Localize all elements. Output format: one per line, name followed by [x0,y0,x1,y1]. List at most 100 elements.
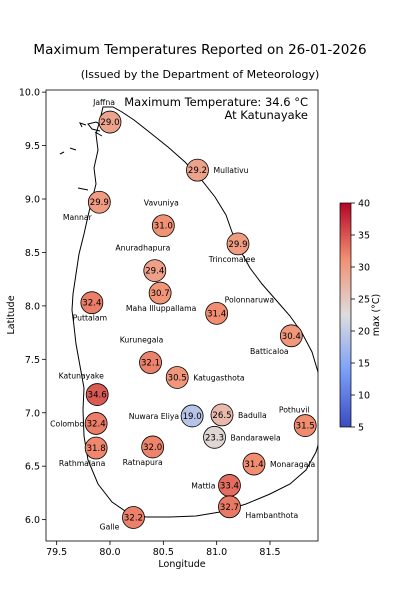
station-value: 29.0 [100,118,119,128]
x-tick-label: 79.5 [46,547,67,558]
y-tick-label: 7.5 [25,355,40,366]
station-value: 23.3 [205,433,224,443]
station-name: Mannar [63,213,93,222]
station-name: Kurunegala [120,336,164,345]
max-temp-annotation: Maximum Temperature: 34.6 °C [124,95,308,109]
station-value: 32.2 [124,513,143,523]
station-name: Colombo [50,419,84,428]
station-marker [80,291,104,315]
station-value: 31.4 [244,460,263,470]
station-katugasthota: 30.5 Katugasthota [165,366,245,389]
station-value: 30.7 [151,289,170,299]
station-puttalam: 32.4 Puttalam [73,291,107,323]
station-value: 31.8 [87,444,106,454]
station-value: 32.1 [141,359,160,369]
colorbar-tick-label: 15 [358,359,370,370]
station-name: Galle [100,522,120,531]
station-marker [165,366,189,389]
colorbar-tick-label: 20 [358,327,370,338]
station-name: Ratnapura [123,458,163,467]
station-value: 29.9 [90,198,109,208]
y-tick-label: 10.0 [19,88,40,99]
chart-subtitle: (Issued by the Department of Meteorology… [80,68,320,81]
station-name: Polonnaruwa [225,295,275,304]
colorbar-tick-label: 5 [358,423,364,434]
station-value: 34.6 [88,391,107,401]
x-tick-label: 80.5 [153,547,174,558]
station-name: Katugasthota [193,373,245,382]
station-name: Vavuniya [144,199,179,208]
y-tick-label: 6.0 [25,515,40,526]
y-tick-label: 8.0 [25,301,40,312]
station-name: Anuradhapura [115,244,170,253]
station-marker [122,506,145,529]
y-tick-label: 7.0 [25,408,40,419]
station-mattla: 33.4 Mattla [191,474,241,497]
station-name: Mullativu [213,166,248,175]
station-value: 32.7 [220,503,239,513]
station-pothuvil: 31.5 Pothuvil [279,406,317,437]
station-katunayake: 34.6 Katunayake [59,372,109,406]
station-kurunegala: 32.1 Kurunegala [120,336,164,374]
station-marker [151,214,175,238]
station-marker [98,110,122,134]
station-mullativu: 29.2 Mullativu [186,158,249,182]
station-name: Trincomalee [208,255,256,264]
station-name: Mattla [191,481,216,490]
station-marker [141,435,165,459]
station-marker [87,190,111,214]
station-marker [242,452,266,476]
station-marker [84,412,108,435]
station-batticaloa: 30.4 Batticaloa [250,324,303,356]
station-anuradhapura: 29.4 Anuradhapura [115,244,171,283]
station-name: Maha Illuppallama [126,304,197,313]
x-tick-label: 80.0 [99,547,120,558]
station-marker [203,425,226,449]
station-galle: 32.2 Galle [100,506,145,531]
station-value: 32.0 [143,443,162,453]
station-markers: 29.0 Jaffna 29.2 Mullativu 29.9 Mannar 31.0 Vav… [50,98,317,531]
max-temp-location: At Katunayake [224,108,308,122]
y-tick-label: 9.5 [25,141,40,152]
station-marker [226,232,250,256]
station-value: 29.2 [188,166,207,176]
station-name: Monaragala [270,460,316,469]
station-name: Puttalam [73,314,107,323]
station-marker [85,383,109,406]
station-trincomalee: 29.9 Trincomalee [208,232,256,264]
y-tick-label: 8.5 [25,248,40,259]
station-marker [279,324,303,348]
station-value: 31.5 [296,422,315,432]
station-badulla: 26.5 Badulla [210,403,267,427]
station-name: Nuwara Eliya [129,412,180,421]
station-marker [180,404,204,428]
station-value: 31.4 [207,309,226,319]
station-rathmalana: 31.8 Rathmalana [59,436,108,468]
station-bandarawela: 23.3 Bandarawela [203,425,281,449]
station-marker [84,436,108,460]
station-vavuniya: 31.0 Vavuniya [144,199,179,238]
station-mannar: 29.9 Mannar [63,190,111,222]
axis-ticks: 79.5 80.0 80.5 81.0 81.5 6.0 6.5 7.0 7.5 8.0 8.5 9.… [19,88,281,558]
station-value: 32.4 [87,419,106,429]
station-marker [148,281,172,305]
station-name: Pothuvil [279,406,310,415]
plot-area [45,89,319,542]
station-marker [205,301,229,325]
station-marker [143,259,167,283]
x-axis-label: Longitude [158,559,205,570]
station-value: 30.4 [282,332,301,342]
colorbar-label: max (°C) [371,294,382,337]
station-jaffna: 29.0 Jaffna [92,98,122,134]
colorbar [339,202,352,428]
station-value: 19.0 [183,412,202,422]
station-hambanthota: 32.7 Hambanthota [218,495,299,520]
station-name: Batticaloa [250,347,289,356]
station-value: 31.0 [154,222,173,232]
chart-title: Maximum Temperatures Reported on 26-01-2… [33,42,367,58]
station-name: Katunayake [59,372,105,381]
station-name: Badulla [238,411,267,420]
